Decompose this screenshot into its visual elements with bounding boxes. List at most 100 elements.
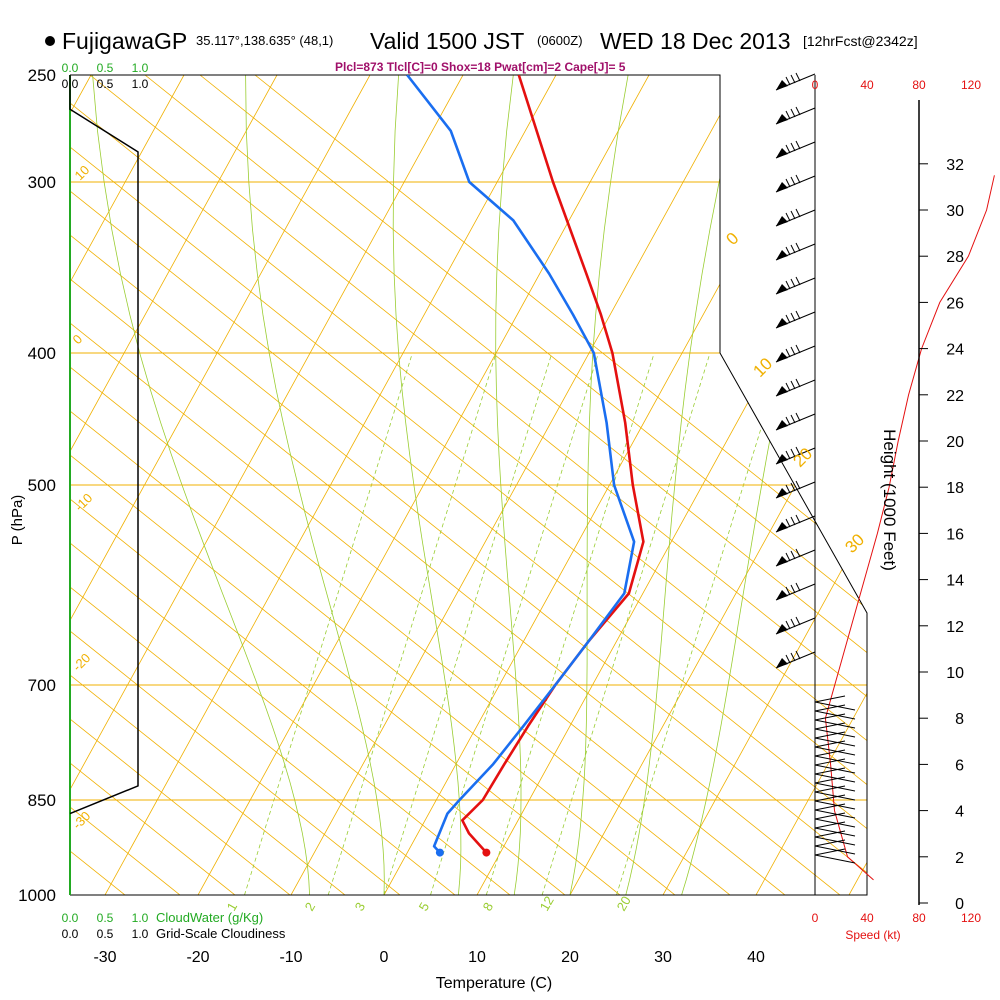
temperature-tick-label: -30 xyxy=(93,949,116,966)
dry-adiabat-line xyxy=(0,75,15,895)
temperature-tick-label: -10 xyxy=(279,949,302,966)
wind-barb-feather xyxy=(814,713,846,721)
wind-barb-staff xyxy=(814,782,856,792)
wind-barb-staff xyxy=(814,728,856,738)
moist-adiabat-line xyxy=(495,75,522,895)
x-axis-label: Temperature (C) xyxy=(436,975,552,992)
wind-barb-feather xyxy=(785,620,791,630)
cloudwater-label: CloudWater (g/Kg) xyxy=(156,910,263,925)
wind-barb-pennant xyxy=(776,318,788,328)
wind-barb xyxy=(814,740,856,756)
wind-barb-feather xyxy=(790,414,796,424)
wind-barb-staff xyxy=(814,710,856,720)
wind-barb-feather xyxy=(785,450,791,460)
wind-barb-feather xyxy=(790,108,796,118)
wind-barb-feather xyxy=(785,314,791,324)
height-tick-label: 30 xyxy=(946,203,964,220)
wind-barb-feather xyxy=(795,616,801,626)
wind-barb-feather xyxy=(790,312,796,322)
wind-barb-feather xyxy=(814,731,846,739)
wind-barb-feather xyxy=(814,758,846,766)
wind-barb-feather xyxy=(814,803,846,811)
wind-barb-pennant xyxy=(776,488,788,498)
height-tick-label: 22 xyxy=(946,388,964,405)
mixing-ratio-label: 20 xyxy=(614,893,634,913)
height-axis-label: Height (1000 Feet) xyxy=(880,429,899,571)
wind-barb xyxy=(775,276,816,295)
wind-barb-feather xyxy=(785,518,791,528)
height-tick-label: 20 xyxy=(946,434,964,451)
wind-barb xyxy=(814,839,856,855)
wind-barb-staff xyxy=(814,800,856,810)
temperature-tick-label: 20 xyxy=(561,949,579,966)
wind-barb-staff xyxy=(814,791,856,801)
valid-time: Valid 1500 JST xyxy=(370,28,525,54)
cloudiness-label: Grid-Scale Cloudiness xyxy=(156,926,286,941)
wind-barb-feather xyxy=(795,310,801,320)
wind-barb-pennant xyxy=(776,522,788,532)
wind-barb-pennant xyxy=(776,114,788,124)
wind-barb-staff xyxy=(814,818,856,828)
mixing-ratio-line xyxy=(485,352,655,895)
wind-barb xyxy=(775,208,816,227)
height-tick-label: 12 xyxy=(946,619,964,636)
wind-barb-feather xyxy=(790,244,796,254)
wind-barb-feather xyxy=(790,482,796,492)
wind-barb xyxy=(814,722,856,738)
dry-adiabat-line xyxy=(70,630,401,895)
temperature-profile xyxy=(461,75,645,854)
height-tick-label: 32 xyxy=(946,157,964,174)
station-bullet-icon xyxy=(45,36,55,46)
wind-barb-feather xyxy=(785,552,791,562)
wind-barb-staff xyxy=(814,809,856,819)
wind-barb-feather xyxy=(790,584,796,594)
wind-barb-feather xyxy=(814,740,846,748)
wind-barb-pennant xyxy=(776,80,788,90)
wind-barb xyxy=(775,616,816,635)
wind-barb-staff xyxy=(814,773,856,783)
wind-barb xyxy=(775,106,816,125)
pressure-tick-label: 250 xyxy=(28,66,56,85)
speed-label: Speed (kt) xyxy=(845,928,900,942)
wind-barb xyxy=(814,821,856,837)
wind-barb-pennant xyxy=(776,182,788,192)
wind-barb-feather xyxy=(790,74,796,84)
wind-barb-staff xyxy=(814,827,856,837)
wind-barb xyxy=(814,758,856,774)
pressure-tick-label: 300 xyxy=(28,173,56,192)
dry-adiabat-line xyxy=(70,542,511,895)
cloudwater-tick-label: 1.0 xyxy=(132,61,149,75)
dry-adiabat-line xyxy=(70,674,346,895)
cloudiness-tick-label: 0.5 xyxy=(97,77,114,91)
wind-barb-feather xyxy=(790,618,796,628)
height-tick-label: 16 xyxy=(946,526,964,543)
upper-right-mask xyxy=(720,75,1000,895)
cloudwater-tick-label: 1.0 xyxy=(132,911,149,925)
height-tick-label: 24 xyxy=(946,342,964,359)
mixing-ratio-label: 12 xyxy=(537,893,557,913)
dewpoint-profile xyxy=(406,75,636,854)
wind-barb-feather xyxy=(814,821,846,829)
wind-barb-pennant xyxy=(776,420,788,430)
wind-barb-pennant xyxy=(776,250,788,260)
wind-barb xyxy=(775,174,816,193)
mixing-ratio-label: 2 xyxy=(302,900,319,914)
wind-barb-feather xyxy=(795,446,801,456)
stability-indices: Plcl=873 Tlcl[C]=0 Shox=18 Pwat[cm]=2 Ca… xyxy=(335,60,626,74)
wind-barb-staff xyxy=(814,854,856,864)
wind-barb xyxy=(775,650,816,669)
wind-barb-pennant xyxy=(776,386,788,396)
mixing-ratio-line xyxy=(430,352,599,895)
cloudwater-tick-label: 0.0 xyxy=(62,61,79,75)
wind-barb-feather xyxy=(785,416,791,426)
height-tick-label: 14 xyxy=(946,573,964,590)
wind-barb-feather xyxy=(790,278,796,288)
wind-barb xyxy=(814,794,856,810)
temperature-tick-label: -20 xyxy=(186,949,209,966)
wind-barb-pennant xyxy=(776,148,788,158)
wind-barb-feather xyxy=(790,176,796,186)
wind-barb-feather xyxy=(795,514,801,524)
moist-adiabat-line xyxy=(92,75,310,895)
wind-barb-staff xyxy=(814,755,856,765)
cloudwater-tick-label: 0.0 xyxy=(62,911,79,925)
